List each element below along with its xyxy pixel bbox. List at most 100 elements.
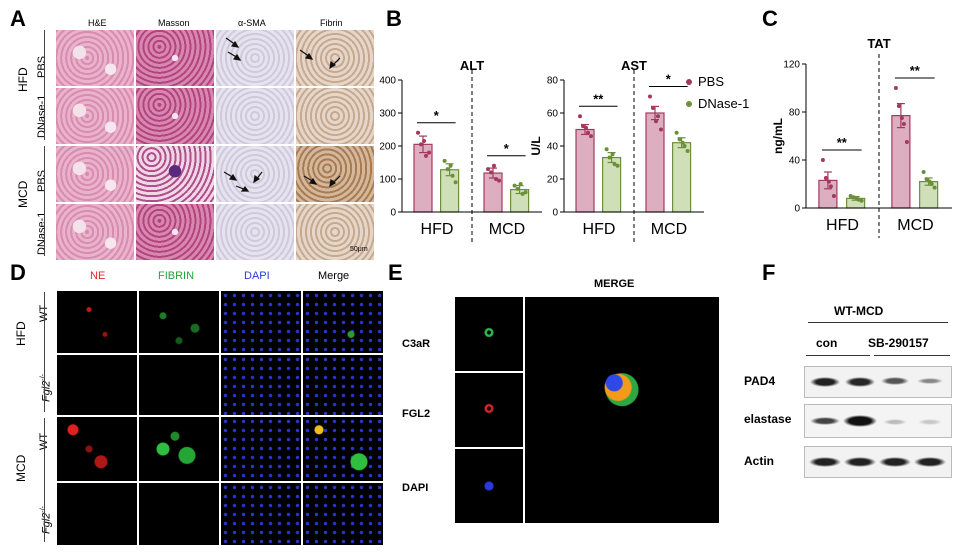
data-point: [826, 179, 831, 184]
e-c3ar-image: [454, 296, 524, 372]
e-merge-image: [524, 296, 720, 524]
micrograph-fibrin-2: [295, 87, 375, 145]
d-row-fgl2-2: Fgl2-/-: [40, 506, 53, 534]
data-point: [416, 130, 420, 135]
data-point: [924, 177, 929, 182]
data-point: [677, 137, 682, 142]
data-point: [610, 152, 615, 157]
fluor-merge-2: [302, 354, 384, 416]
data-point: [656, 114, 660, 119]
f-group-sb: SB-290157: [868, 336, 929, 350]
data-point: [581, 124, 585, 129]
bar-pbs-mcd: [891, 114, 911, 209]
d-row-fgl2-1-text: Fgl2: [40, 380, 53, 402]
arrow-icon: [228, 173, 238, 181]
fluor-fibrin-3: [138, 416, 220, 482]
micrograph-he-2: [55, 87, 135, 145]
e-fgl2-image: [454, 372, 524, 448]
chart-title: AST: [621, 58, 647, 73]
e-dapi-image: [454, 448, 524, 524]
micrograph-he-3: [55, 145, 135, 203]
micrograph-masson-1: [135, 29, 215, 87]
f-group-sb-line: [874, 355, 950, 356]
micrograph-fibrin-4: [295, 203, 375, 261]
f-band-pad4: PAD4: [744, 374, 776, 388]
arrow-icon: [304, 52, 314, 60]
f-band-elastase: elastase: [744, 412, 792, 426]
data-point: [848, 194, 853, 198]
legend-label-dnase: DNase-1: [698, 96, 750, 111]
y-tick-label: 0: [552, 208, 558, 219]
data-point: [896, 104, 901, 108]
micrograph-asma-1: [215, 29, 295, 87]
panel-d: NE FIBRIN DAPI Merge HFD WT Fgl2-/- MCD …: [0, 260, 384, 550]
data-point: [486, 167, 490, 172]
blot-pad4: [804, 366, 952, 398]
y-axis-label: ng/mL: [771, 118, 785, 154]
fluor-ne-1: [56, 290, 138, 354]
data-point: [820, 158, 825, 162]
d-bracket-mcd: [44, 418, 45, 542]
f-header: WT-MCD: [834, 304, 884, 318]
data-point: [651, 106, 655, 111]
data-point: [893, 86, 898, 90]
data-point: [659, 127, 663, 132]
y-tick-label: 300: [379, 109, 396, 120]
data-point: [851, 195, 856, 200]
arrow-icon: [253, 174, 261, 184]
significance-mark: *: [666, 72, 672, 87]
data-point: [680, 140, 685, 145]
bar-dnase-1-mcd: [672, 142, 692, 213]
chart-tat: TAT ng/mL 0 40 80 120 ** HFD ** MCD: [771, 36, 952, 238]
panel-a-label: A: [10, 6, 26, 31]
bar-pbs-hfd: [575, 128, 595, 213]
arrow-icon: [308, 177, 318, 185]
data-point: [424, 153, 428, 158]
x-group-label: HFD: [826, 217, 859, 234]
data-point: [859, 198, 864, 203]
data-point: [445, 167, 450, 172]
y-tick-label: 80: [789, 108, 801, 119]
col-label-asma: α-SMA: [238, 18, 266, 28]
data-point: [674, 130, 679, 135]
data-point: [654, 119, 658, 124]
significance-mark: *: [504, 141, 510, 156]
panel-f-label: F: [762, 260, 776, 285]
data-point: [682, 144, 687, 148]
data-point: [648, 94, 652, 99]
fluor-dapi-3: [220, 416, 302, 482]
y-tick-label: 40: [789, 156, 801, 167]
data-point: [492, 163, 496, 168]
significance-mark: **: [837, 135, 848, 150]
x-group-label: HFD: [583, 221, 616, 238]
significance-mark: **: [593, 91, 604, 106]
d-col-fibrin: FIBRIN: [158, 270, 195, 282]
data-point: [584, 125, 588, 130]
f-band-actin: Actin: [744, 454, 774, 468]
panel-c-label: C: [762, 6, 778, 31]
y-tick-label: 0: [390, 208, 396, 219]
fluor-dapi-1: [220, 290, 302, 354]
data-point: [904, 140, 909, 144]
fluor-merge-3: [302, 416, 384, 482]
data-point: [899, 116, 904, 120]
fluor-fibrin-1: [138, 290, 220, 354]
data-point: [419, 142, 423, 147]
micrograph-asma-4: [215, 203, 295, 261]
blot-actin: [804, 446, 952, 478]
data-point: [685, 148, 690, 153]
group-bracket-mcd: [44, 146, 51, 256]
data-point: [427, 150, 431, 155]
data-point: [589, 134, 593, 139]
legend-dot-dnase: [686, 101, 692, 107]
data-point: [612, 162, 617, 167]
d-col-dapi: DAPI: [244, 270, 270, 282]
data-point: [607, 155, 612, 160]
data-point: [520, 191, 525, 196]
arrow-icon: [230, 40, 240, 48]
micrograph-fibrin-1: [295, 29, 375, 87]
y-tick-label: 40: [547, 142, 559, 153]
panel-e-label: E: [388, 260, 403, 285]
d-col-merge: Merge: [318, 270, 350, 282]
data-point: [523, 190, 528, 195]
